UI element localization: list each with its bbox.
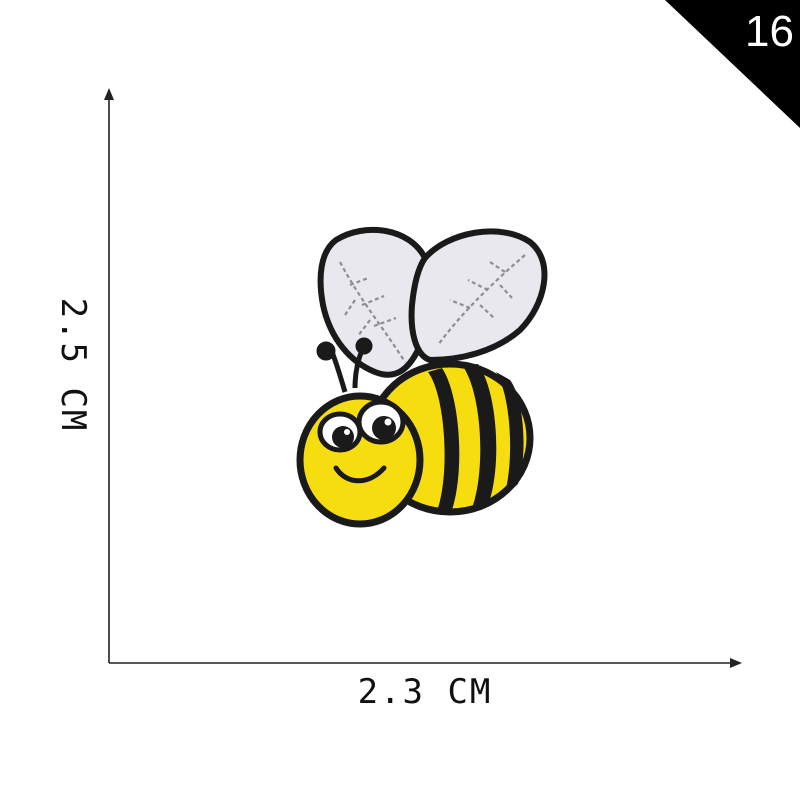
body-stripes	[428, 364, 524, 510]
left-wing	[317, 226, 434, 378]
dimension-axes	[104, 88, 742, 668]
right-wing	[408, 228, 548, 364]
width-dimension-label: 2.3 CM	[357, 672, 493, 712]
horizontal-axis-arrow	[730, 658, 742, 668]
height-dimension-label: 2.5 CM	[53, 297, 93, 433]
wing-veins	[339, 254, 526, 363]
corner-badge-number: 16	[745, 7, 794, 56]
eyes	[317, 399, 406, 453]
vertical-axis-arrow	[104, 88, 114, 100]
smile	[333, 465, 387, 484]
antenna	[316, 337, 373, 393]
bee-patch	[296, 226, 548, 528]
corner-badge	[665, 0, 800, 128]
